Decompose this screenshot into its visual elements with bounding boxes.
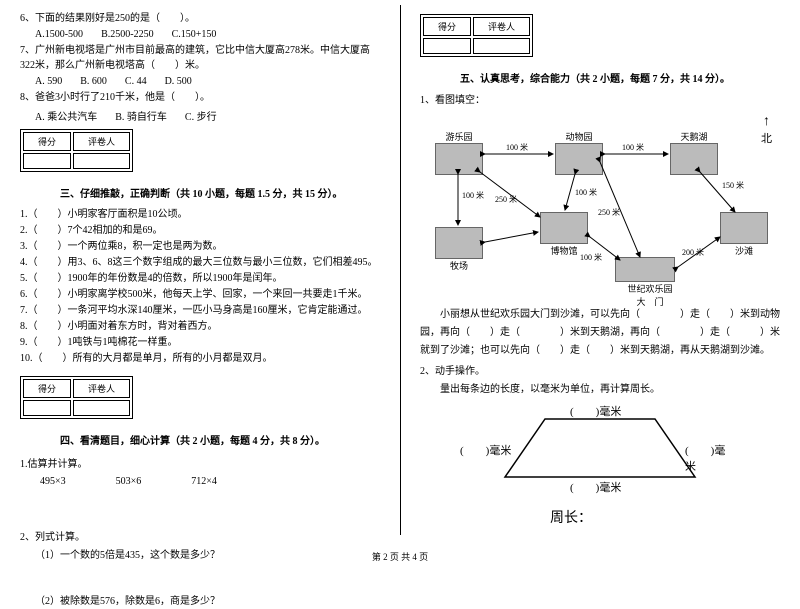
score-box-3: 得分评卷人 xyxy=(420,14,533,57)
list-calc-title: 2、列式计算。 xyxy=(20,530,380,545)
calc-items: 495×3503×6712×4 xyxy=(40,476,380,487)
node-gate: 世纪欢乐园 大 门 xyxy=(615,257,685,308)
q2-sub: 量出每条边的长度，以毫米为单位，再计算周长。 xyxy=(420,382,780,397)
q8-stem: 8、爸爸3小时行了210千米，他是（ ）。 xyxy=(20,90,380,105)
node-ranch: 牧场 xyxy=(435,227,483,272)
score-box: 得分评卷人 xyxy=(20,129,133,172)
dist-label: 200 米 xyxy=(682,247,704,258)
dist-label: 250 米 xyxy=(598,207,620,218)
dist-label: 100 米 xyxy=(622,142,644,153)
list-calc-2: （2）被除数是576，除数是6，商是多少？ xyxy=(35,594,380,609)
section-4-title: 四、看清题目，细心计算（共 2 小题，每题 4 分，共 8 分）。 xyxy=(60,432,380,447)
q1-title: 1、看图填空： xyxy=(420,93,780,108)
dist-label: 100 米 xyxy=(506,142,528,153)
dist-label: 100 米 xyxy=(575,187,597,198)
dist-label: 250 米 xyxy=(495,194,517,205)
section-3-title: 三、仔细推敲，正确判断（共 10 小题，每题 1.5 分，共 15 分）。 xyxy=(60,185,380,200)
node-museum: 博物馆 xyxy=(540,212,588,257)
score-box-2: 得分评卷人 xyxy=(20,376,133,419)
fill-blank-text: 小丽想从世纪欢乐园大门到沙滩，可以先向（ ）走（ ）米到动物园，再向（ ）走（ … xyxy=(420,306,780,360)
node-lake: 天鹅湖 xyxy=(670,130,718,175)
dist-label: 100 米 xyxy=(462,190,484,201)
page-footer: 第 2 页 共 4 页 xyxy=(0,550,800,563)
map-diagram: ↑北 游乐园 动物园 天鹅湖 牧场 博物馆 沙滩 世纪欢乐园 大 门 100 米… xyxy=(420,112,780,302)
q6-opts: A.1500-500B.2500-2250C.150+150 xyxy=(35,29,380,40)
trapezoid-figure: ( )毫米 ( )毫米 ( )毫米 ( )毫米 xyxy=(470,407,730,497)
true-false-list: 1.（ ）小明家客厅面积是10公顷。2.（ ）7个42相加的和是69。3.（ ）… xyxy=(20,208,380,366)
perimeter-label: 周长： xyxy=(550,507,780,527)
dist-label: 100 米 xyxy=(580,252,602,263)
q6-stem: 6、下面的结果刚好是250的是（ ）。 xyxy=(20,11,380,26)
node-zoo: 动物园 xyxy=(555,130,603,175)
q7-opts: A. 590B. 600C. 44D. 500 xyxy=(35,76,380,87)
dist-label: 150 米 xyxy=(722,180,744,191)
section-5-title: 五、认真思考，综合能力（共 2 小题，每题 7 分，共 14 分）。 xyxy=(460,70,780,85)
compass-north: ↑北 xyxy=(761,114,772,146)
calc-title: 1.估算并计算。 xyxy=(20,455,380,470)
q8-opts: A. 乘公共汽车B. 骑自行车C. 步行 xyxy=(35,108,380,123)
q7-stem: 7、广州新电视塔是广州市目前最高的建筑，它比中信大厦高278米。中信大厦高322… xyxy=(20,43,380,73)
node-beach: 沙滩 xyxy=(720,212,768,257)
node-amusement: 游乐园 xyxy=(435,130,483,175)
q2-title: 2、动手操作。 xyxy=(420,364,780,379)
